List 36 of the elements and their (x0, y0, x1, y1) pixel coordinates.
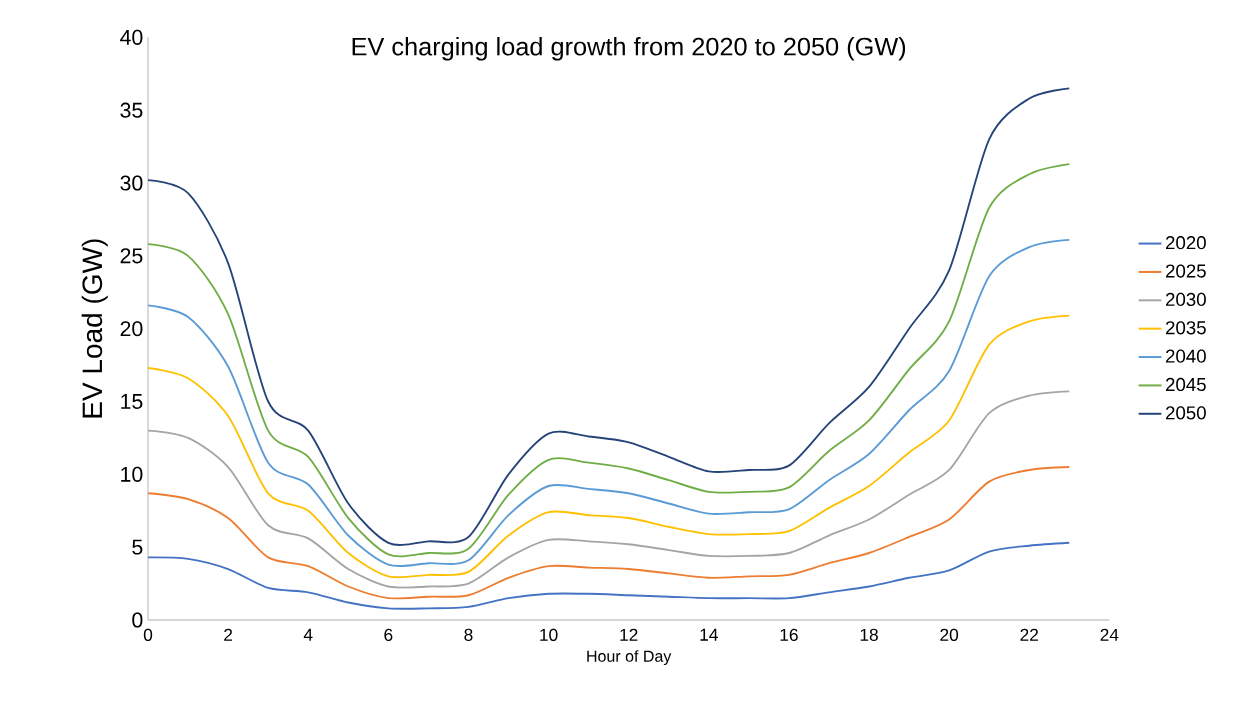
y-tick-label: 40 (120, 29, 143, 46)
line-series (148, 542, 1071, 610)
x-tick-label: 16 (780, 628, 798, 642)
x-tick-label: 2 (224, 628, 233, 641)
x-tick-label: 0 (143, 628, 153, 642)
x-tick-label: 18 (860, 628, 878, 642)
legend-label: 2045 (1166, 378, 1206, 392)
y-tick-label: 0 (132, 612, 143, 628)
x-tick-label: 12 (620, 628, 638, 641)
y-tick-label: 35 (120, 102, 143, 118)
x-tick-label: 4 (303, 628, 313, 641)
y-tick-label: 30 (120, 175, 143, 191)
legend-label: 2030 (1166, 292, 1206, 307)
legend-label: 2050 (1166, 406, 1206, 420)
x-tick-label: 20 (940, 628, 959, 642)
y-tick-label: 10 (121, 466, 143, 483)
x-tick-label: 6 (384, 628, 393, 642)
y-tick-label: 5 (132, 539, 143, 555)
x-axis-title: Hour of Day (587, 650, 672, 666)
x-tick-label: 8 (464, 628, 473, 642)
x-tick-label: 24 (1100, 628, 1119, 641)
y-axis-title: EV Load (GW) (81, 239, 108, 418)
y-tick-label: 25 (120, 248, 143, 264)
legend-label: 2025 (1166, 264, 1206, 278)
line-series (148, 314, 1071, 579)
line-series (148, 466, 1071, 600)
y-tick-label: 15 (121, 394, 143, 410)
x-tick-label: 10 (540, 628, 558, 642)
line-series (148, 390, 1071, 589)
x-tick-label: 14 (700, 628, 718, 641)
y-tick-label: 20 (120, 321, 143, 337)
legend-label: 2020 (1166, 236, 1206, 250)
legend-label: 2035 (1166, 321, 1206, 335)
legend-label: 2040 (1166, 349, 1206, 363)
x-tick-label: 22 (1020, 628, 1038, 641)
chart-title: EV charging load growth from 2020 to 2050 (GW) (352, 37, 906, 61)
